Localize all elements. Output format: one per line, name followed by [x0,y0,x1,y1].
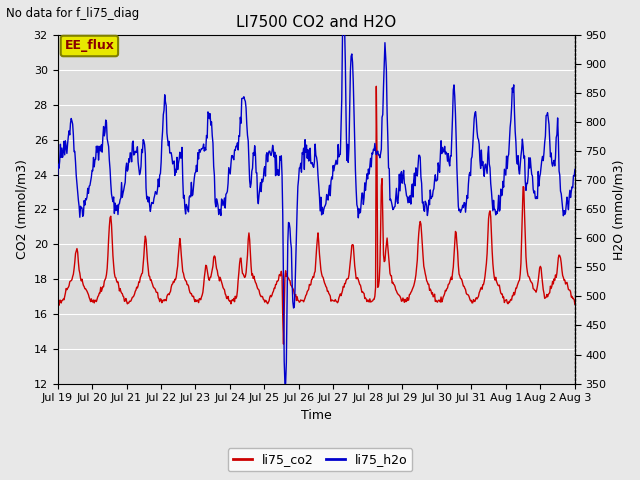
Legend: li75_co2, li75_h2o: li75_co2, li75_h2o [228,448,412,471]
Y-axis label: CO2 (mmol/m3): CO2 (mmol/m3) [15,159,28,259]
Y-axis label: H2O (mmol/m3): H2O (mmol/m3) [612,159,625,260]
X-axis label: Time: Time [301,409,332,422]
Text: EE_flux: EE_flux [65,39,115,52]
Text: No data for f_li75_diag: No data for f_li75_diag [6,7,140,20]
Title: LI7500 CO2 and H2O: LI7500 CO2 and H2O [236,15,396,30]
